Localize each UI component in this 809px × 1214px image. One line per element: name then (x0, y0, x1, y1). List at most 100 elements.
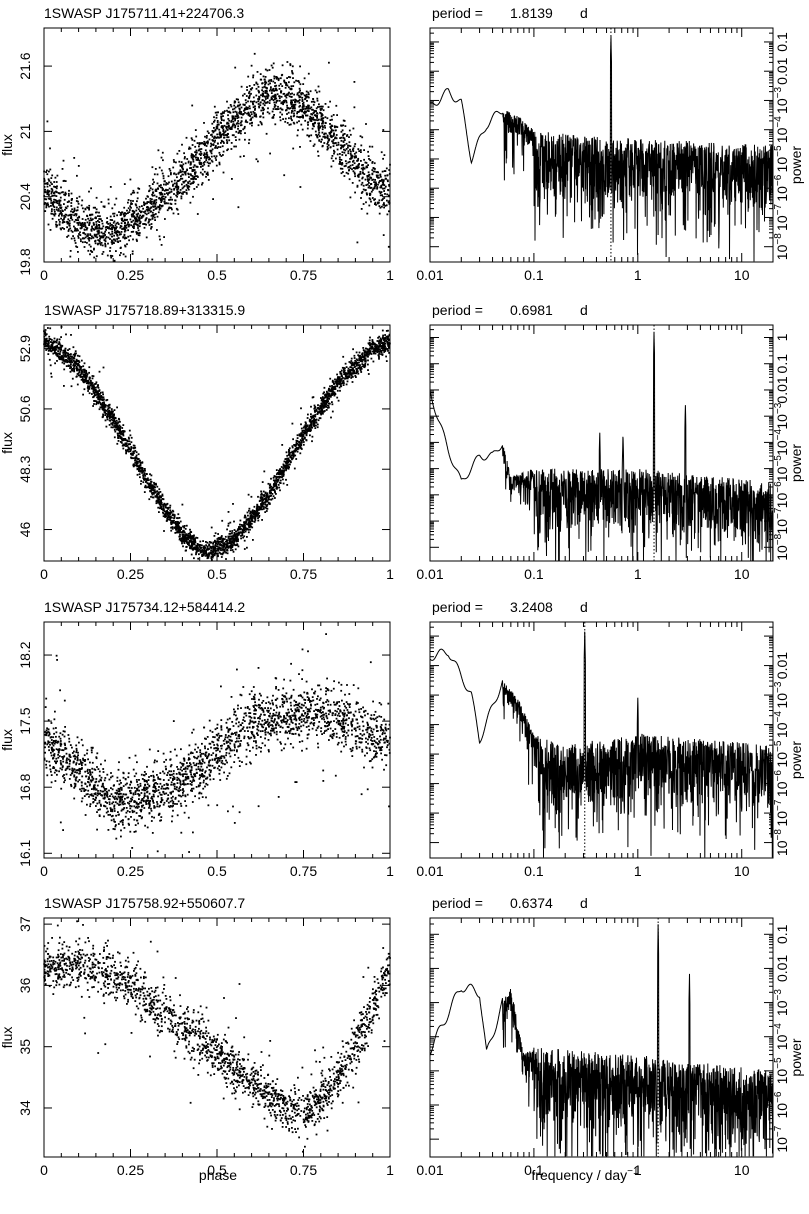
data-point (217, 146, 220, 148)
data-point (285, 101, 288, 104)
data-point (166, 516, 169, 519)
data-point (205, 552, 208, 555)
data-point (281, 85, 284, 87)
data-point (245, 108, 248, 111)
data-point (118, 233, 121, 236)
data-point (353, 156, 356, 159)
data-point (186, 536, 188, 539)
data-point (80, 366, 83, 368)
data-point (150, 203, 153, 205)
data-point (321, 398, 323, 401)
data-point (117, 440, 120, 442)
data-point (177, 180, 180, 182)
data-point (144, 219, 147, 222)
data-point (276, 89, 278, 92)
data-point (325, 409, 328, 411)
data-point (378, 356, 380, 358)
data-point (98, 408, 101, 411)
data-point (153, 216, 156, 219)
data-point (159, 506, 162, 509)
data-point (325, 404, 327, 406)
data-point (359, 358, 361, 361)
data-point (177, 528, 180, 531)
data-point (360, 192, 363, 194)
data-point (273, 101, 276, 104)
data-point (102, 232, 105, 235)
data-point (238, 110, 241, 113)
data-point (322, 126, 324, 128)
data-point (274, 108, 277, 110)
data-point (322, 398, 324, 400)
data-point (45, 204, 48, 207)
data-point (56, 185, 58, 188)
data-point (308, 429, 311, 432)
data-point (121, 228, 123, 230)
data-point (94, 217, 97, 219)
data-point (355, 156, 357, 159)
data-point (161, 196, 163, 199)
data-point (131, 250, 134, 253)
data-point (301, 110, 303, 112)
data-point (313, 420, 316, 422)
data-point (345, 148, 348, 150)
data-point (125, 445, 127, 447)
data-point (283, 99, 286, 102)
data-point (182, 193, 184, 195)
data-point (335, 104, 338, 107)
data-point (216, 120, 219, 122)
data-point (336, 385, 338, 388)
data-point (367, 363, 369, 366)
data-point (311, 396, 314, 399)
data-point (228, 542, 231, 544)
data-point (302, 108, 305, 110)
data-point (283, 101, 286, 104)
data-point (90, 229, 93, 232)
data-point (231, 117, 234, 120)
data-point (293, 81, 296, 84)
data-point (258, 95, 260, 98)
data-point (239, 103, 242, 106)
data-point (220, 139, 223, 142)
data-point (210, 155, 213, 158)
data-point (186, 168, 188, 171)
data-point (76, 217, 79, 219)
y-tick-label-base: 10 (774, 157, 790, 173)
data-point (260, 122, 263, 124)
data-point (145, 236, 148, 239)
data-point (154, 208, 157, 210)
data-point (70, 202, 73, 204)
data-point (216, 133, 219, 136)
data-point (121, 219, 123, 221)
data-point (142, 477, 145, 479)
data-point (278, 481, 281, 484)
data-point (195, 553, 197, 556)
data-point (232, 134, 235, 137)
data-point (244, 99, 247, 101)
data-point (388, 185, 391, 187)
data-point (224, 550, 226, 553)
data-point (250, 64, 253, 67)
data-point (275, 84, 278, 87)
x-tick-label: 0.5 (207, 267, 227, 283)
data-point (87, 237, 90, 240)
data-point (79, 365, 81, 368)
data-point (243, 107, 246, 110)
data-point (331, 403, 334, 406)
data-point (272, 108, 275, 110)
data-point (86, 387, 89, 389)
data-point (217, 537, 220, 539)
data-point (134, 458, 137, 460)
data-point (324, 122, 327, 124)
data-point (94, 240, 96, 243)
data-point (216, 121, 219, 124)
data-point (86, 241, 88, 244)
data-point (94, 206, 96, 209)
data-point (289, 93, 292, 95)
data-point (370, 353, 373, 355)
data-point (255, 113, 257, 116)
data-point (51, 212, 53, 215)
data-point (246, 107, 248, 109)
data-point (344, 160, 347, 162)
data-point (51, 188, 54, 191)
